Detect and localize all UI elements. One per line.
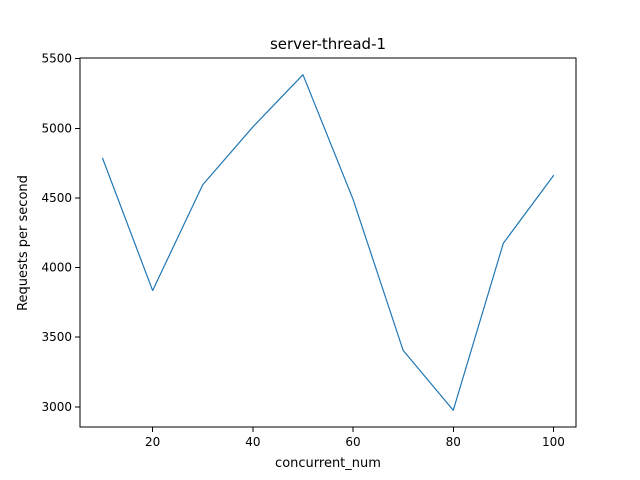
x-tick-label: 60 xyxy=(345,435,360,449)
x-tick-label: 80 xyxy=(446,435,461,449)
y-tick-label: 5500 xyxy=(41,52,72,66)
y-tick-label: 5000 xyxy=(41,121,72,135)
x-tick-label: 40 xyxy=(245,435,260,449)
y-axis-label: Requests per second xyxy=(16,175,31,311)
series-layer xyxy=(101,74,555,411)
x-axis-label: concurrent_num xyxy=(275,456,381,471)
y-tick-label: 3500 xyxy=(41,330,72,344)
y-tick-label: 4500 xyxy=(41,191,72,205)
y-tick-label: 4000 xyxy=(41,261,72,275)
chart-title: server-thread-1 xyxy=(270,35,386,53)
ticks-layer: 20 40 60 80 100 3000 3500 4000 4500 5000 5500 xyxy=(41,52,564,449)
x-tick-label: 20 xyxy=(145,435,160,449)
y-tick-label: 3000 xyxy=(41,400,72,414)
plot-area-frame xyxy=(79,57,577,428)
x-tick-label: 100 xyxy=(542,435,565,449)
series-line-0 xyxy=(101,74,555,411)
